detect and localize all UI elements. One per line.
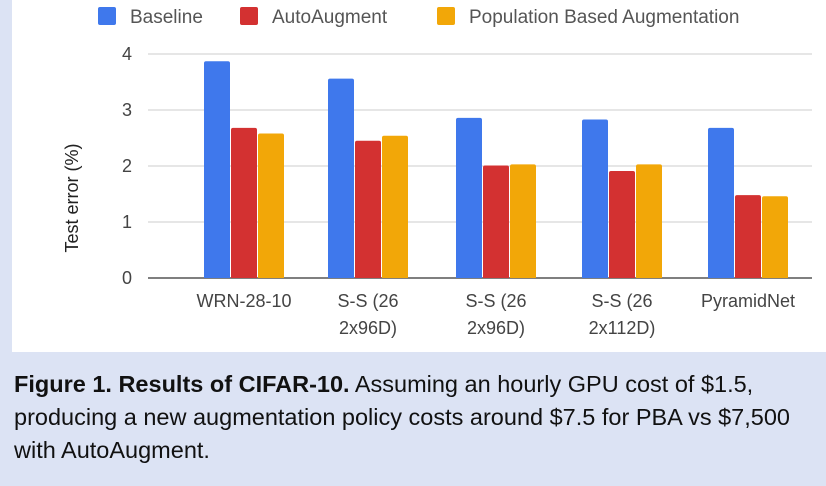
bar [328,78,354,278]
bar-chart: Baseline AutoAugment Population Based Augm… [62,7,812,338]
x-category-label: S-S (26 [591,291,652,311]
legend: Baseline AutoAugment Population Based Augm… [98,7,739,28]
x-category-label: 2x96D) [467,318,525,338]
x-axis-categories: WRN-28-10 S-S (26 2x96D) S-S (26 2x96D) S-S (… [196,291,795,338]
x-category-label: PyramidNet [701,291,795,311]
bar [382,135,408,278]
bar [582,119,608,279]
bar [483,165,509,278]
caption-label: Figure 1. Results of CIFAR-10. [14,371,350,397]
bar [762,196,788,278]
legend-label: AutoAugment [272,7,388,28]
y-axis-label: Test error (%) [62,143,82,252]
x-category-label: 2x96D) [339,318,397,338]
bar [510,164,536,278]
bar [231,127,257,278]
x-category-label: S-S (26 [465,291,526,311]
x-category-label: 2x112D) [589,318,656,338]
bar [204,61,230,278]
y-tick-label: 4 [122,44,132,64]
legend-swatch [98,7,116,25]
x-category-label: S-S (26 [337,291,398,311]
legend-label: Population Based Augmentation [469,7,739,28]
legend-swatch [240,7,258,25]
y-axis-ticks: 0 1 2 3 4 [122,44,132,288]
chart-panel: Baseline AutoAugment Population Based Augm… [12,0,826,352]
x-category-label: WRN-28-10 [196,291,291,311]
legend-label: Baseline [130,7,203,28]
y-tick-label: 2 [122,156,132,176]
y-tick-label: 1 [122,212,132,232]
bar [609,171,635,278]
bars [204,61,788,279]
legend-swatch [437,7,455,25]
bar [735,195,761,278]
bar [708,127,734,278]
y-tick-label: 0 [122,268,132,288]
y-tick-label: 3 [122,100,132,120]
bar [355,140,381,278]
caption-text: Assuming an hourly GPU cost of $1.5, pro… [14,371,790,463]
bar [636,164,662,278]
bar [456,117,482,278]
figure-caption: Figure 1. Results of CIFAR-10. Assuming … [14,368,820,467]
bar [258,133,284,278]
